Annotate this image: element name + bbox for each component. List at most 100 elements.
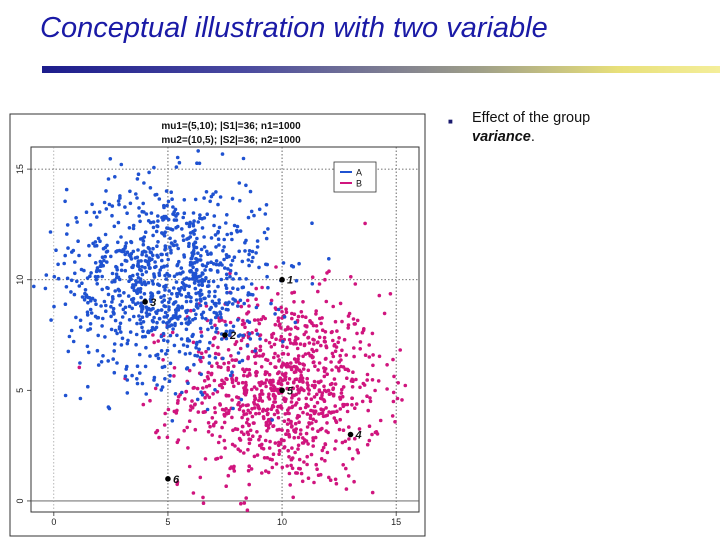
point-B [280,310,284,314]
point-B [304,330,308,334]
slide-title: Conceptual illustration with two variabl… [40,12,548,44]
point-B [370,331,375,336]
point-A [138,290,143,294]
point-B [172,374,176,378]
point-A [141,242,146,247]
point-A [151,246,155,251]
point-A [175,155,180,160]
point-B [352,354,356,359]
point-B [266,411,270,416]
point-B [368,396,372,400]
point-A [252,213,256,218]
point-A [230,302,235,306]
point-B [247,437,251,442]
point-A [167,319,172,323]
point-B [280,372,285,376]
point-B [273,400,278,404]
point-B [311,444,316,448]
point-B [254,373,258,378]
point-A [105,260,109,264]
point-A [102,258,106,263]
point-A [190,277,195,281]
point-B [207,383,212,388]
point-A [217,225,222,230]
point-A [198,274,203,278]
point-A [142,210,146,214]
point-B [316,340,320,345]
point-B [357,427,362,431]
point-A [249,282,254,286]
point-B [264,338,268,343]
point-B [220,378,224,383]
point-B [237,407,242,412]
point-B [210,433,214,437]
point-B [290,396,294,400]
point-B [201,495,205,500]
point-A [54,248,58,252]
point-A [112,224,117,229]
point-A [194,345,198,350]
point-A [164,189,169,193]
point-A [128,330,133,334]
point-A [179,321,184,326]
point-B [246,447,250,452]
point-A [172,286,176,290]
point-B [272,355,276,360]
point-A [240,259,245,264]
point-B [294,360,299,364]
point-B [362,383,367,387]
point-B [266,419,271,423]
point-A [165,321,169,325]
point-A [151,282,155,286]
point-B [267,340,272,345]
point-B [328,478,333,483]
point-B [191,491,196,495]
point-B [225,377,229,382]
point-A [249,209,254,214]
point-B [285,428,290,433]
point-A [182,253,186,257]
point-B [403,383,408,388]
point-B [323,339,327,344]
point-B [349,275,353,279]
point-B [271,393,276,398]
point-A [223,266,227,270]
point-B [201,501,206,506]
point-B [301,367,306,371]
point-A [244,277,248,281]
point-B [295,384,300,389]
point-B [250,414,255,419]
point-A [264,236,269,241]
point-B [329,360,333,364]
point-A [171,327,175,331]
point-A [89,299,93,303]
point-A [182,277,186,282]
point-A [173,239,177,244]
point-A [202,196,206,200]
bullet-text: Effect of the group [472,110,591,126]
point-B [365,372,370,377]
point-B [289,425,294,429]
point-B [293,421,298,426]
point-A [172,343,177,348]
point-B [323,458,327,463]
point-B [305,454,310,459]
point-B [346,474,351,478]
point-B [317,361,322,365]
point-A [230,370,234,375]
point-B [272,412,277,417]
point-A [140,381,145,386]
point-A [139,295,143,300]
point-B [331,354,336,359]
point-B [210,364,214,369]
point-A [126,294,131,298]
point-A [220,152,225,156]
point-B [310,421,314,425]
point-A [49,318,53,322]
point-A [69,290,73,294]
point-B [165,435,170,440]
point-A [216,237,221,241]
point-A [149,299,153,304]
point-B [385,387,389,391]
point-A [213,233,218,237]
